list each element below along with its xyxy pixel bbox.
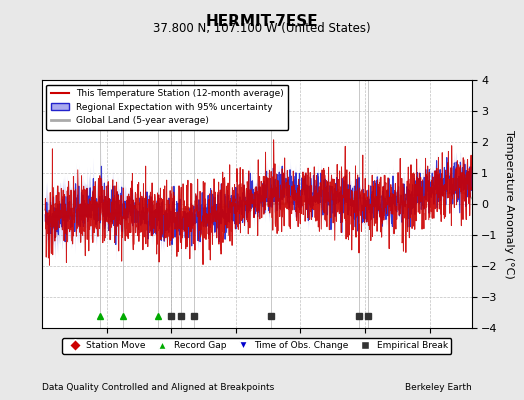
- Text: Data Quality Controlled and Aligned at Breakpoints: Data Quality Controlled and Aligned at B…: [42, 383, 274, 392]
- Text: HERMIT-7ESE: HERMIT-7ESE: [206, 14, 318, 29]
- Text: 37.800 N, 107.100 W (United States): 37.800 N, 107.100 W (United States): [153, 22, 371, 35]
- Legend: This Temperature Station (12-month average), Regional Expectation with 95% uncer: This Temperature Station (12-month avera…: [47, 84, 289, 130]
- Y-axis label: Temperature Anomaly (°C): Temperature Anomaly (°C): [505, 130, 515, 278]
- Text: Berkeley Earth: Berkeley Earth: [405, 383, 472, 392]
- Legend: Station Move, Record Gap, Time of Obs. Change, Empirical Break: Station Move, Record Gap, Time of Obs. C…: [62, 338, 452, 354]
